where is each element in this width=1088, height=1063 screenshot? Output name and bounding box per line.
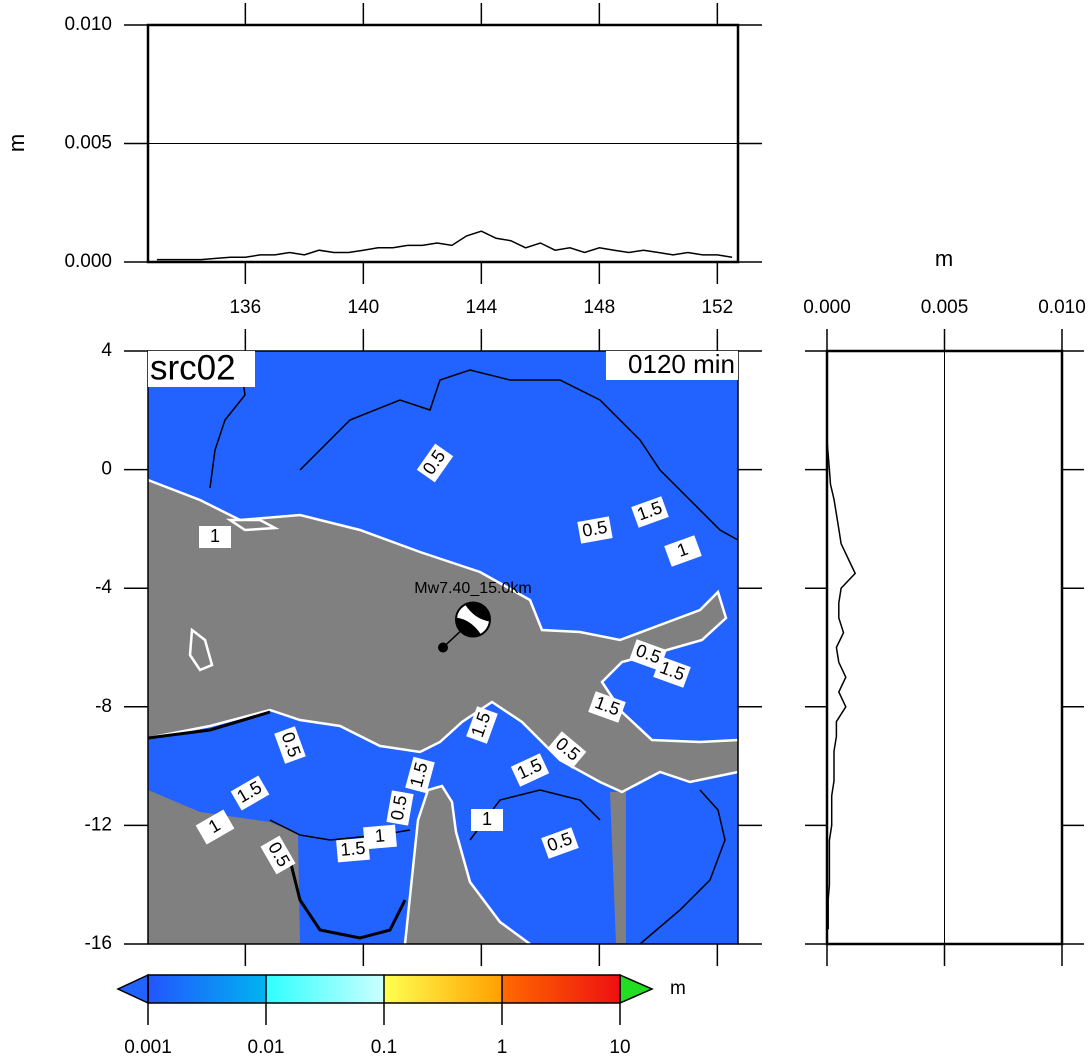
y-tick-label: 0	[101, 459, 112, 480]
contour-label-box	[664, 535, 702, 567]
contour-label-box	[230, 775, 270, 811]
contour-label-box	[274, 726, 306, 764]
colorbar-tick-label: 0.001	[124, 1037, 172, 1058]
contour-label-group: 1	[195, 809, 235, 845]
contour-label-group: 1.5	[405, 756, 435, 794]
x-tick-label: 0.010	[1038, 297, 1086, 318]
coastline	[147, 478, 739, 744]
contour-label-box	[386, 790, 414, 826]
time-label: 0120 min	[628, 349, 735, 379]
colorbar-segment	[502, 975, 620, 1003]
x-tick-label: 0.005	[921, 297, 969, 318]
coastline	[403, 784, 531, 946]
line	[156, 230, 733, 261]
contour-label-group: 0.5	[541, 827, 579, 859]
time-box	[606, 351, 738, 380]
contour-label-box	[541, 827, 579, 859]
contour-label: 1	[482, 809, 492, 829]
y-tick-label: -4	[95, 577, 112, 598]
contour	[288, 859, 407, 940]
x-tick-label: 0.000	[803, 297, 851, 318]
contour-label-box	[195, 809, 235, 845]
event-label: Mw7.40_15.0km	[414, 580, 531, 597]
contour-label-group: 0.5	[386, 790, 414, 826]
contour	[639, 789, 726, 945]
epicenter	[438, 642, 448, 653]
colorbar-unit: m	[670, 978, 686, 999]
contour-label-box	[547, 731, 587, 769]
contour	[147, 710, 271, 740]
contour-label-box	[588, 691, 626, 723]
contour-label-box	[416, 443, 454, 483]
colorbar-segment	[148, 975, 266, 1003]
x-tick-label: 144	[465, 297, 497, 318]
contour-label-box	[577, 516, 613, 544]
coastline	[188, 627, 214, 672]
y-tick-label: 0.010	[64, 14, 112, 35]
beachball-quadrant	[455, 602, 491, 637]
contour-label-box	[653, 656, 691, 688]
y-tick-label: 0.005	[64, 133, 112, 154]
contour-label-group: 1	[363, 824, 397, 850]
y-tick-label: 4	[101, 340, 112, 361]
x-tick-label: 136	[229, 297, 261, 318]
x-tick-label: 148	[583, 297, 615, 318]
contour-label: 0.5	[387, 794, 411, 822]
contour-label-group: 1	[471, 809, 503, 831]
contour-label-group: 1	[664, 535, 702, 567]
contour-label-group: 1.5	[336, 837, 370, 863]
coastline	[147, 700, 739, 794]
colorbar-segment	[384, 975, 502, 1003]
y-tick-label: -16	[85, 933, 112, 954]
x-tick-label: 152	[701, 297, 733, 318]
contour-label-box	[510, 753, 550, 787]
contour-label-group: 1.5	[466, 706, 498, 744]
colorbar-under	[116, 973, 149, 1005]
land	[148, 480, 738, 944]
colorbar-tick-label: 10	[609, 1037, 630, 1058]
x-tick-label: 140	[347, 297, 379, 318]
contour-label-box	[629, 639, 667, 671]
coastline	[225, 518, 280, 532]
contour-label-box	[363, 824, 397, 850]
contour-label-box	[405, 756, 435, 794]
y-tick-label: 0.000	[64, 251, 112, 272]
colorbar-segment	[266, 975, 384, 1003]
contour-label: 1	[374, 825, 386, 846]
map-title: src02	[150, 348, 236, 387]
title-box	[148, 351, 255, 387]
contour-label-box	[260, 835, 296, 875]
colorbar-over	[619, 973, 654, 1005]
coastlines	[147, 478, 739, 946]
colorbar-tick-label: 0.01	[248, 1037, 285, 1058]
contour-label-box	[466, 706, 498, 744]
y-tick-label: -12	[85, 814, 112, 835]
contour-label: 1.5	[340, 838, 367, 860]
colorbar-tick-label: 1	[497, 1037, 508, 1058]
land-australia-west	[148, 790, 300, 944]
contour-label-box	[199, 526, 231, 548]
contour-label-group: 0.5	[577, 516, 613, 544]
contour-label: 1	[210, 526, 220, 546]
land-new-guinea	[148, 480, 738, 792]
line	[826, 351, 857, 930]
side-x-label: m	[935, 246, 953, 271]
contour-label-group: 1	[199, 526, 231, 548]
land-cape-york	[405, 786, 530, 944]
colorbar-tick-label: 0.1	[371, 1037, 397, 1058]
top-y-label: m	[4, 134, 29, 152]
y-tick-label: -8	[95, 696, 112, 717]
contour-label-box	[471, 809, 503, 831]
map-frame	[147, 350, 739, 945]
land-strip	[610, 792, 626, 944]
contour-label: 0.5	[581, 517, 609, 541]
contour-label-box	[336, 837, 370, 863]
contour-label-box	[631, 496, 669, 528]
